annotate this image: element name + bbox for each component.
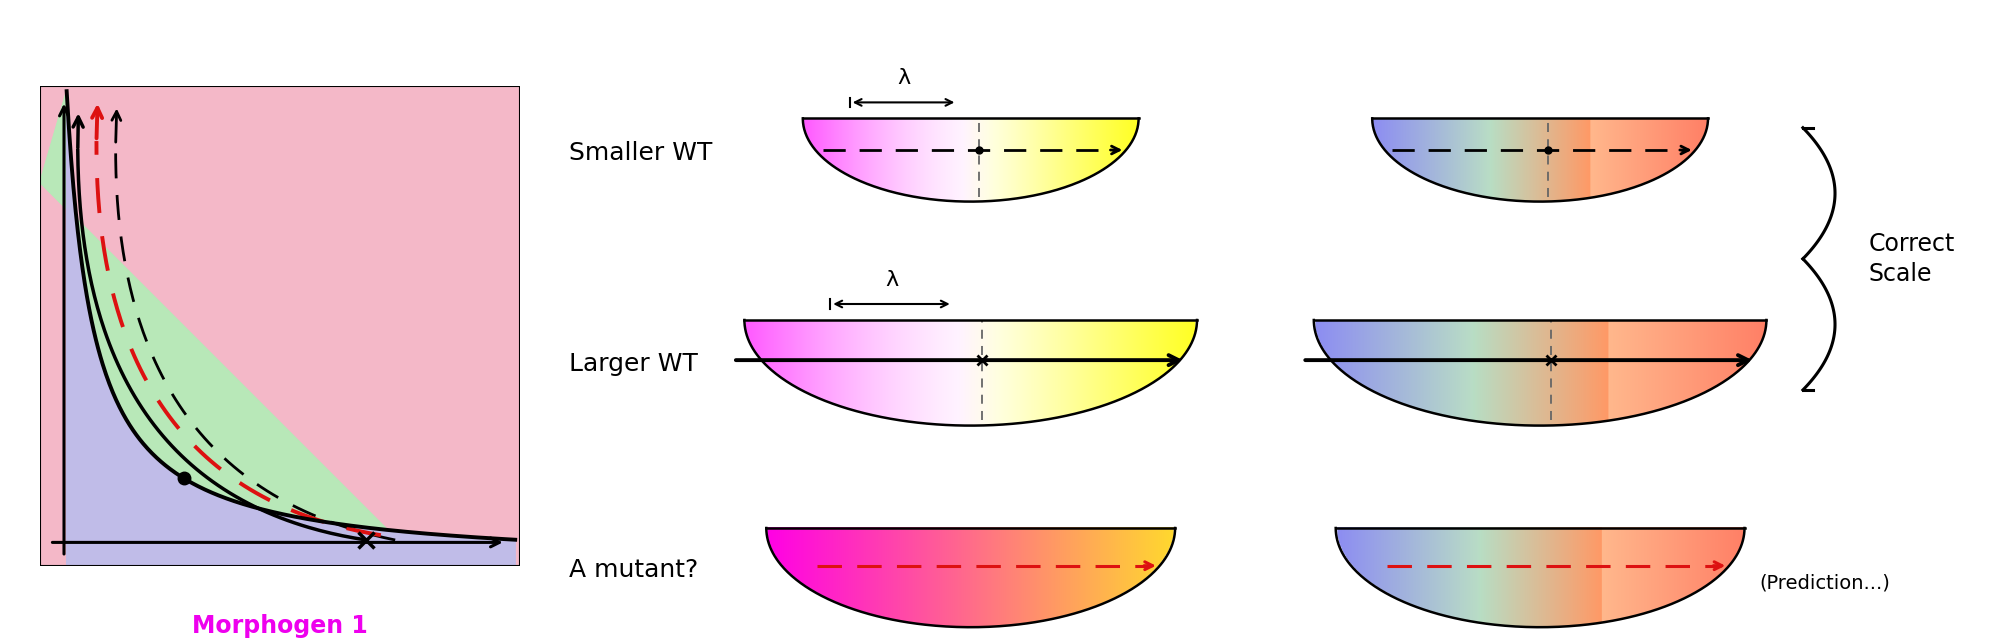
Text: Correct
Scale: Correct Scale — [1868, 232, 1954, 285]
Text: A mutant?: A mutant? — [570, 557, 698, 582]
Polygon shape — [40, 92, 516, 566]
Text: (Prediction...): (Prediction...) — [1760, 573, 1890, 592]
Text: Morphogen 1: Morphogen 1 — [192, 614, 368, 639]
Polygon shape — [40, 86, 520, 566]
Text: Larger WT: Larger WT — [570, 353, 698, 376]
Polygon shape — [40, 92, 516, 566]
Text: λ: λ — [884, 270, 898, 290]
Polygon shape — [66, 92, 516, 566]
Text: Smaller WT: Smaller WT — [570, 141, 712, 165]
Text: λ: λ — [896, 68, 910, 88]
